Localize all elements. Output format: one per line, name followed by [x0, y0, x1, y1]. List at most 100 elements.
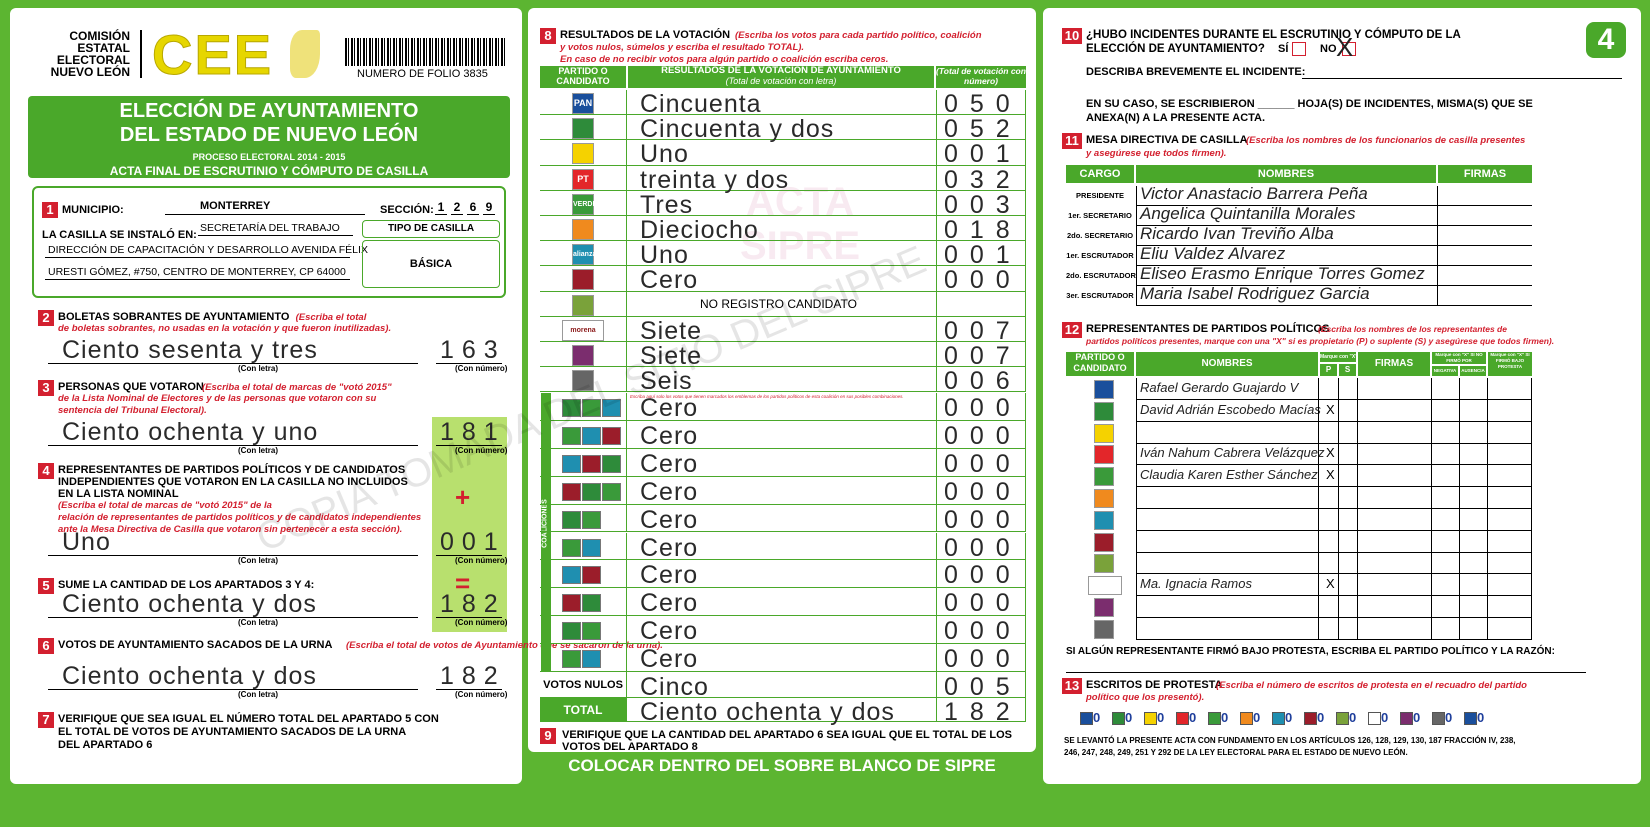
role: 2do. SECRETARIO	[1066, 231, 1134, 240]
word-cell	[626, 420, 627, 449]
section-title: BOLETAS SOBRANTES DE AYUNTAMIENTO	[58, 311, 290, 323]
section-number: 6	[38, 638, 54, 654]
coalition-logo	[562, 650, 581, 669]
word-cell	[626, 316, 627, 342]
right-panel	[1043, 8, 1641, 784]
mark: X	[1326, 576, 1335, 592]
party-logo	[1094, 423, 1114, 443]
digit-cell	[936, 291, 1026, 317]
handwritten-name: Ricardo Ivan Treviño Alba	[1140, 224, 1334, 243]
digit-cell	[936, 448, 1026, 477]
party-logo	[1094, 467, 1114, 487]
word-cell	[626, 644, 627, 672]
org-name: ELECTORAL	[56, 53, 130, 67]
party-logo	[1240, 712, 1253, 725]
row-border	[540, 367, 1026, 393]
digit-cell	[936, 316, 1026, 342]
footer: COLOCAR DENTRO DEL SOBRE BLANCO DE SIPRE	[568, 756, 996, 775]
header: S	[1339, 364, 1356, 376]
count: 0	[1285, 710, 1293, 725]
digit: 9	[483, 200, 495, 215]
word-cell	[626, 560, 627, 589]
header: NOMBRES	[1136, 352, 1318, 376]
header: Marque con "X" SI NO FIRMÓ POR	[1432, 352, 1486, 364]
handwritten-name: Eliu Valdez Alvarez	[1140, 244, 1286, 263]
party-logo	[1144, 712, 1157, 725]
handwritten-words: Cero	[640, 533, 699, 562]
section-note: (Escriba el número de escritos de protes…	[1216, 680, 1527, 691]
section-title: ELECCIÓN DE AYUNTAMIENTO?	[1086, 43, 1265, 55]
underline	[45, 257, 350, 258]
word-cell	[626, 190, 627, 216]
header: AUSENCIA	[1460, 366, 1486, 376]
party-logo: alianza	[572, 244, 596, 266]
header: Marque con "X"	[1320, 352, 1358, 362]
section-note: (Escriba el total de marcas de "votó 201…	[202, 382, 392, 393]
row-line	[1136, 573, 1532, 575]
digit-cell	[936, 560, 1026, 589]
folio: NUMERO DE FOLIO 3835	[357, 68, 488, 80]
party-logo	[1094, 445, 1114, 465]
role: 3er. ESCRUTADOR	[1066, 291, 1134, 300]
row-line	[1136, 617, 1532, 618]
header: NEGATIVA	[1432, 366, 1458, 376]
handwritten-digits: 182	[944, 698, 1022, 726]
digit-cell	[936, 504, 1026, 533]
handwritten-words: Tres	[640, 190, 694, 219]
caption: (Con número)	[455, 446, 508, 455]
count: 0	[1381, 710, 1389, 725]
row-border	[540, 698, 1026, 722]
caption: (Con letra)	[238, 446, 278, 455]
digit-cell	[936, 90, 1026, 116]
word-cell	[626, 291, 627, 317]
party-logo	[1464, 712, 1477, 725]
section-title: ESCRITOS DE PROTESTA	[1086, 679, 1223, 691]
legal: SE LEVANTÓ LA PRESENTE ACTA CON FUNDAMEN…	[1064, 736, 1516, 745]
handwritten-digits: 052	[944, 115, 1022, 144]
count: 0	[1157, 710, 1165, 725]
digit-cell	[936, 644, 1026, 672]
section-title: VOTOS DEL APARTADO 8	[562, 741, 698, 753]
section-note: partidos políticos presentes, marque con…	[1086, 336, 1555, 346]
row-border	[540, 115, 1026, 141]
handwritten-digits: 000	[944, 505, 1022, 534]
section-note: y votos nulos, súmelos y escriba el resu…	[560, 42, 805, 53]
handwritten-digits: 001	[944, 241, 1022, 270]
underline	[436, 617, 502, 618]
section-note: (Escriba los nombres de los funcionarios…	[1246, 135, 1526, 146]
handwritten-name: Angelica Quintanilla Morales	[1140, 204, 1356, 223]
word-cell	[626, 342, 627, 368]
subtitle: ACTA FINAL DE ESCRUTINIO Y CÓMPUTO DE CA…	[109, 164, 429, 178]
header: NOMBRES	[1136, 165, 1436, 183]
underline	[1066, 672, 1586, 673]
handwritten-digits: 000	[944, 645, 1022, 674]
party-logo	[1176, 712, 1189, 725]
section-title: VERIFIQUE QUE LA CANTIDAD DEL APARTADO 6…	[562, 729, 1013, 741]
word-cell	[626, 367, 627, 393]
party-logo	[1432, 712, 1445, 725]
row-line	[1136, 205, 1532, 206]
coalition-logo	[582, 399, 601, 417]
handwritten-words: treinta y dos	[640, 165, 790, 194]
section-number: 9	[540, 728, 556, 744]
row-line	[1136, 245, 1532, 246]
section-title: REPRESENTANTES DE PARTIDOS POLÍTICOS Y D…	[58, 464, 406, 476]
label: MUNICIPIO:	[62, 204, 124, 216]
header: FIRMAS	[1358, 352, 1430, 376]
section-number: 11	[1062, 133, 1082, 149]
section-title: MESA DIRECTIVA DE CASILLA	[1086, 134, 1248, 146]
handwritten-digits: 000	[944, 561, 1022, 590]
count: 0	[1093, 710, 1101, 725]
coalition-logo	[562, 399, 581, 417]
word-cell	[626, 165, 627, 191]
section-number: 4	[38, 463, 54, 479]
handwritten-digits: 182	[440, 590, 506, 618]
digit: 2	[451, 200, 463, 215]
middle-panel	[528, 8, 1036, 752]
underline	[48, 617, 418, 618]
operator: =	[455, 568, 471, 598]
handwritten-digits: 000	[944, 266, 1022, 295]
digit-cell	[936, 115, 1026, 141]
row-border	[540, 216, 1026, 242]
